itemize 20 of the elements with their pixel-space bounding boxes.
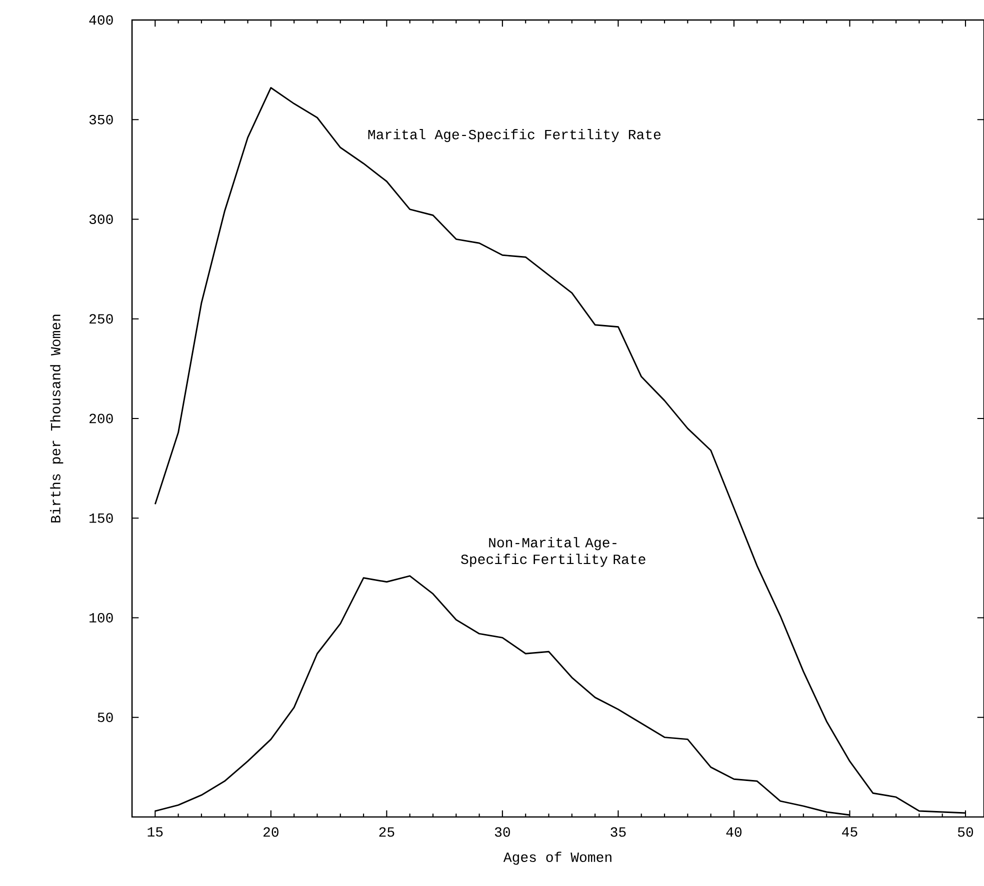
x-tick-label: 15	[148, 827, 163, 837]
y-tick-label: 50	[98, 712, 113, 722]
y-tick-label: 200	[90, 414, 113, 424]
text: Non-Marital Age-Specific Fertility Rate	[461, 537, 646, 567]
x-tick-label: 30	[494, 827, 510, 837]
y-axis-title: Births per Thousand Women	[50, 314, 64, 522]
y-tick-label: 300	[89, 214, 113, 224]
x-tick-label: 25	[379, 827, 394, 837]
y-tick-label: 150	[90, 513, 113, 523]
x-axis-title: Ages of Women	[503, 852, 612, 865]
x-tick-label: 40	[726, 827, 742, 837]
x-tick-label: 35	[610, 827, 626, 837]
y-tick-label: 350	[89, 114, 113, 124]
x-tick-label: 45	[842, 827, 858, 837]
y-tick-label: 100	[90, 612, 113, 623]
y-tick-label: 250	[90, 314, 113, 324]
series-label: Marital Age-Specific Fertility Rate	[368, 129, 661, 142]
x-tick-label: 20	[264, 827, 278, 837]
x-tick-label: 50	[958, 827, 974, 837]
y-tick-label: 400	[89, 15, 113, 25]
